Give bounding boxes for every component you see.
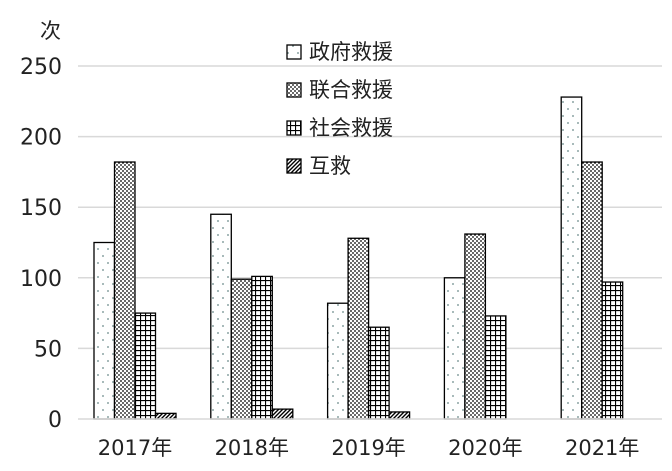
bar-sparse-dots-2020年 — [443, 277, 466, 420]
bar-sparse-dots-2018年 — [210, 213, 232, 420]
legend-label: 联合救援 — [309, 78, 393, 102]
legend-swatch — [286, 82, 302, 98]
bar-grid-2019年 — [367, 326, 390, 420]
y-axis-ticks: 0 50 100 150 200 250 — [20, 55, 62, 433]
y-tick-label: 200 — [20, 126, 62, 151]
bar-grid-2017年 — [134, 312, 157, 420]
y-tick-label: 150 — [20, 196, 62, 221]
x-category-label: 2017年 — [98, 436, 172, 460]
x-category-label: 2020年 — [448, 436, 522, 460]
y-tick-label: 250 — [20, 55, 62, 80]
y-tick-label: 50 — [34, 337, 62, 362]
y-axis-unit-label: 次 — [40, 19, 61, 43]
legend-swatch — [286, 44, 302, 60]
bars — [93, 96, 624, 420]
x-category-label: 2021年 — [565, 436, 639, 460]
legend-label: 社会救援 — [309, 116, 393, 140]
legend-label: 互救 — [309, 154, 351, 178]
y-tick-label: 100 — [20, 267, 62, 292]
bar-dense-dots-2020年 — [464, 233, 487, 420]
bar-dense-dots-2017年 — [113, 161, 136, 420]
bar-grid-2018年 — [251, 275, 273, 420]
x-category-label: 2019年 — [331, 436, 405, 460]
bar-dense-dots-2018年 — [230, 278, 253, 420]
legend-swatch — [286, 120, 302, 136]
y-tick-label: 0 — [48, 408, 62, 433]
bar-grid-2020年 — [484, 315, 507, 420]
bar-grid-2021年 — [601, 281, 624, 420]
bar-dense-dots-2021年 — [581, 161, 603, 420]
x-category-label: 2018年 — [215, 436, 289, 460]
bar-sparse-dots-2017年 — [93, 241, 116, 420]
bar-sparse-dots-2019年 — [326, 302, 349, 420]
bar-diagonal-2017年 — [154, 412, 177, 420]
bar-dense-dots-2019年 — [347, 237, 370, 420]
x-axis-categories: 2017年 2018年 2019年 2020年 2021年 — [98, 436, 640, 460]
legend-label: 政府救援 — [309, 40, 393, 64]
bar-diagonal-2019年 — [388, 411, 411, 420]
legend-swatch — [286, 158, 302, 174]
bar-diagonal-2018年 — [271, 408, 294, 420]
bar-sparse-dots-2021年 — [560, 96, 583, 420]
